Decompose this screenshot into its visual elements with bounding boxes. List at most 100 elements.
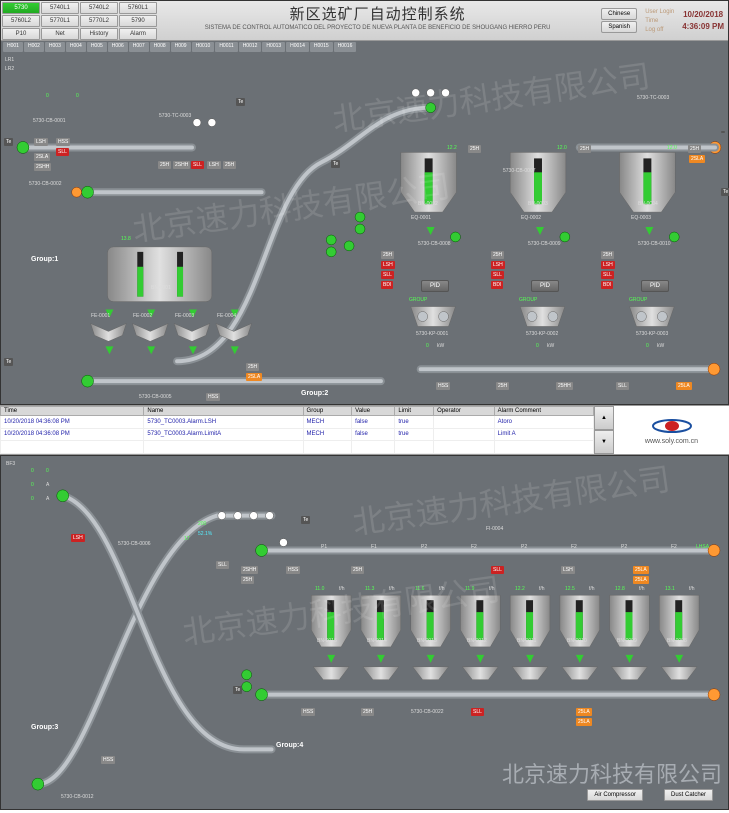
nav-alarm[interactable]: Alarm — [119, 28, 157, 40]
nav-5770l1[interactable]: 5770L1 — [41, 15, 79, 27]
module-tag[interactable]: H006 — [108, 42, 128, 52]
pid-btn-2[interactable]: PID — [531, 280, 559, 292]
nav-5770l2[interactable]: 5770L2 — [80, 15, 118, 27]
led-lsh5[interactable]: LSH — [601, 261, 615, 269]
led-bdi3[interactable]: BDI — [601, 281, 613, 289]
led-lsh4[interactable]: LSH — [491, 261, 505, 269]
led-b5[interactable]: 25LA — [676, 382, 692, 390]
led-lsh-r[interactable]: LSH — [561, 566, 575, 574]
led-sll3[interactable]: SLL — [381, 271, 394, 279]
led-lsh1[interactable]: LSH — [34, 138, 48, 146]
user-login-link[interactable]: User Login — [645, 9, 674, 15]
led-sll5[interactable]: SLL — [601, 271, 614, 279]
led-25la-r[interactable]: 25LA — [633, 566, 649, 574]
led-25h10[interactable]: 25H — [381, 251, 394, 259]
module-tag[interactable]: H0011 — [215, 42, 237, 52]
led-lsh3[interactable]: LSH — [381, 261, 395, 269]
led-25h3[interactable]: 25H — [468, 145, 481, 153]
led2-hss[interactable]: HSS — [301, 708, 315, 716]
air-compressor-btn[interactable]: Air Compressor — [587, 789, 643, 801]
led-te-b[interactable]: Te — [236, 98, 245, 106]
led-b1[interactable]: HSS — [436, 382, 450, 390]
led-te-d[interactable]: Te — [331, 160, 340, 168]
dust-catcher-btn[interactable]: Dust Catcher — [664, 789, 713, 801]
module-tag[interactable]: H004 — [66, 42, 86, 52]
led2-25la2[interactable]: 25LA — [576, 718, 592, 726]
module-tag[interactable]: H001 — [3, 42, 23, 52]
led-b2[interactable]: 25H — [496, 382, 509, 390]
led-hss-b[interactable]: HSS — [101, 756, 115, 764]
led-sll-b1[interactable]: SLL — [216, 561, 229, 569]
module-tag[interactable]: H0016 — [334, 42, 357, 52]
nav-5760l2[interactable]: 5760L2 — [2, 15, 40, 27]
module-tag[interactable]: H0014 — [286, 42, 309, 52]
time-link[interactable]: Time — [645, 18, 674, 24]
led-25la-r2[interactable]: 25LA — [633, 576, 649, 584]
nav-5790[interactable]: 5790 — [119, 15, 157, 27]
led-25h5[interactable]: 25H — [688, 145, 701, 153]
led2-25h[interactable]: 25H — [361, 708, 374, 716]
module-tag[interactable]: H0015 — [310, 42, 333, 52]
led-hss-r[interactable]: HSS — [286, 566, 300, 574]
led-25h-r[interactable]: 25H — [351, 566, 364, 574]
led-lsh-b[interactable]: LSH — [71, 534, 85, 542]
led-hss1[interactable]: HSS — [56, 138, 70, 146]
module-tag[interactable]: H003 — [45, 42, 65, 52]
led-25la[interactable]: 2SLA — [689, 155, 705, 163]
module-tag[interactable]: H008 — [150, 42, 170, 52]
led-25la-b[interactable]: 2SLA — [246, 373, 262, 381]
lang-spanish[interactable]: Spanish — [601, 21, 637, 33]
nav-5740l1[interactable]: 5740L1 — [41, 2, 79, 14]
module-tag[interactable]: H0013 — [262, 42, 285, 52]
nav-5740l2[interactable]: 5740L2 — [80, 2, 118, 14]
logoff-link[interactable]: Log off — [645, 27, 674, 33]
led-sll2[interactable]: SLL — [191, 161, 204, 169]
led-b3[interactable]: 25HH — [556, 382, 573, 390]
led-25h4[interactable]: 25H — [578, 145, 591, 153]
pf1: P1 — [321, 544, 327, 550]
led-te-c[interactable]: Te — [4, 358, 13, 366]
nav-p10[interactable]: P10 — [2, 28, 40, 40]
module-tag[interactable]: H002 — [24, 42, 44, 52]
led-25h[interactable]: 25H — [158, 161, 171, 169]
led2-25la[interactable]: 25LA — [576, 708, 592, 716]
alarm-up[interactable]: ▲ — [594, 406, 614, 430]
led-zsh-b[interactable]: 25H — [241, 576, 254, 584]
nav-5760l1[interactable]: 5760L1 — [119, 2, 157, 14]
led-lsh2[interactable]: LSH — [207, 161, 221, 169]
led-25h2[interactable]: 25H — [223, 161, 236, 169]
pid-btn-1[interactable]: PID — [421, 280, 449, 292]
led-25hh0[interactable]: 2SHH — [34, 163, 51, 171]
led-25h-b[interactable]: 25H — [246, 363, 259, 371]
led-25h11[interactable]: 25H — [491, 251, 504, 259]
led-te-a[interactable]: Te — [4, 138, 13, 146]
led-b4[interactable]: SLL — [616, 382, 629, 390]
nav-5730[interactable]: 5730 — [2, 2, 40, 14]
led-sll-r[interactable]: SLL — [491, 566, 504, 574]
pid-btn-3[interactable]: PID — [641, 280, 669, 292]
nav-history[interactable]: History — [80, 28, 118, 40]
led-sll1[interactable]: SLL — [56, 148, 69, 156]
led-25h12[interactable]: 25H — [601, 251, 614, 259]
alarm-row[interactable]: 10/20/2018 04:36:08 PM5730_TC0003.Alarm.… — [1, 428, 594, 441]
led-bdi1[interactable]: BDI — [381, 281, 393, 289]
led-zshh-b[interactable]: 2SHH — [241, 566, 258, 574]
led2-sll[interactable]: SLL — [471, 708, 484, 716]
led-te-b2[interactable]: Te — [233, 686, 242, 694]
module-tag[interactable]: H005 — [87, 42, 107, 52]
led-te-b1[interactable]: Te — [301, 516, 310, 524]
led-25la0[interactable]: 2SLA — [34, 153, 50, 161]
lang-chinese[interactable]: Chinese — [601, 8, 637, 20]
led-te-e[interactable]: Te — [721, 188, 729, 196]
led-25hh[interactable]: 2SHH — [173, 161, 190, 169]
module-tag[interactable]: H007 — [129, 42, 149, 52]
module-tag[interactable]: H009 — [171, 42, 191, 52]
led-hssb[interactable]: HSS — [206, 393, 220, 401]
alarm-down[interactable]: ▼ — [594, 430, 614, 454]
alarm-row[interactable]: 10/20/2018 04:36:08 PM5730_TC0003.Alarm.… — [1, 416, 594, 429]
nav-net[interactable]: Net — [41, 28, 79, 40]
led-bdi2[interactable]: BDI — [491, 281, 503, 289]
module-tag[interactable]: H0010 — [192, 42, 215, 52]
led-sll4[interactable]: SLL — [491, 271, 504, 279]
module-tag[interactable]: H0012 — [239, 42, 262, 52]
